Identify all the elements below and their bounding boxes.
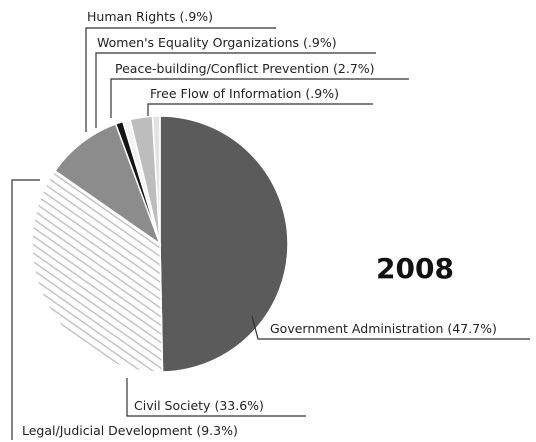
value-label: (.9%) bbox=[305, 86, 339, 101]
category-label: Government Administration bbox=[270, 321, 443, 336]
slice-label: Women's Equality Organizations (.9%) bbox=[97, 35, 337, 50]
pie-slice bbox=[159, 115, 289, 373]
value-label: (.9%) bbox=[303, 35, 337, 50]
pie-slice bbox=[31, 169, 164, 373]
value-label: (47.7%) bbox=[447, 321, 496, 336]
slice-label: Free Flow of Information (.9%) bbox=[150, 86, 339, 101]
slice-label: Civil Society (33.6%) bbox=[134, 398, 264, 413]
value-label: (2.7%) bbox=[333, 61, 375, 76]
value-label: (9.3%) bbox=[196, 423, 238, 438]
value-label: (33.6%) bbox=[214, 398, 263, 413]
leader-line bbox=[251, 315, 530, 340]
leader-line bbox=[11, 179, 40, 440]
pie-slice bbox=[53, 122, 162, 246]
slice-label: Peace-building/Conflict Prevention (2.7%) bbox=[115, 61, 375, 76]
category-label: Peace-building/Conflict Prevention bbox=[115, 61, 329, 76]
category-label: Women's Equality Organizations bbox=[97, 35, 299, 50]
leader-line bbox=[95, 52, 376, 128]
category-label: Human Rights bbox=[87, 9, 175, 24]
category-label: Civil Society bbox=[134, 398, 211, 413]
leader-line bbox=[126, 378, 306, 417]
slice-label: Human Rights (.9%) bbox=[87, 9, 213, 24]
chart-title: 2008 bbox=[376, 252, 454, 285]
slice-label: Government Administration (47.7%) bbox=[270, 321, 497, 336]
category-label: Free Flow of Information bbox=[150, 86, 301, 101]
value-label: (.9%) bbox=[179, 9, 213, 24]
leader-line bbox=[85, 27, 276, 132]
leader-line bbox=[147, 103, 373, 116]
pie-slice bbox=[151, 115, 161, 245]
leader-line bbox=[110, 78, 409, 118]
category-label: Legal/Judicial Development bbox=[22, 423, 192, 438]
slice-label: Legal/Judicial Development (9.3%) bbox=[22, 423, 238, 438]
